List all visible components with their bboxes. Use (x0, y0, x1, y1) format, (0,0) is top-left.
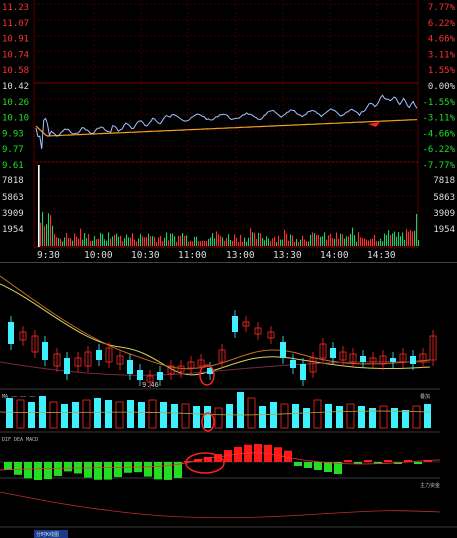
red-arrow-icon (368, 122, 380, 127)
price-label: 11.07 (2, 19, 29, 29)
percent-label: 7.77% (428, 3, 456, 13)
kline-chart[interactable]: 9.46 MA —— —— —— 叠加 DIF DEA MACD 主力资金 分时… (0, 262, 457, 538)
indicator-legend-2: DIF DEA MACD (2, 437, 38, 443)
bottom-tab[interactable] (34, 530, 68, 538)
percent-label: 6.22% (428, 19, 456, 29)
side-label-top: 叠加 (420, 393, 430, 400)
volume-label-right: 3909 (433, 209, 455, 219)
volume-label: 7818 (2, 176, 24, 186)
price-line (35, 94, 418, 149)
highlight-circle-indicator (201, 412, 215, 432)
time-axis: 9:30 10:00 10:30 11:00 13:00 13:30 14:00 14:30 (37, 250, 396, 261)
bottom-tab-label: 分时K线图 (36, 531, 59, 538)
time-label: 14:30 (367, 250, 396, 261)
time-label: 14:00 (320, 250, 349, 261)
highlight-circle-candle (199, 364, 215, 386)
main-fund-line (0, 491, 441, 519)
price-label: 9.77 (2, 145, 24, 155)
percent-label: 1.55% (428, 66, 456, 76)
indicator-1-line (0, 410, 431, 416)
percent-label: -3.11% (422, 114, 455, 124)
highlight-circle-macd (185, 452, 225, 474)
volume-label: 1954 (2, 225, 24, 235)
intraday-chart[interactable]: 11.23 11.07 10.91 10.74 10.58 10.42 10.26 10.10… (0, 0, 457, 262)
macd-dif-line (0, 452, 441, 471)
price-label: 10.91 (2, 35, 29, 45)
volume-axis-right: 7818 5863 3909 1954 (433, 176, 455, 235)
price-gridlines (34, 3, 418, 229)
volume-axis-left: 7818 5863 3909 1954 (2, 176, 24, 235)
candlesticks (8, 310, 437, 388)
volume-bars (38, 165, 420, 247)
average-price-line (35, 119, 418, 137)
min-price-label: 9.46 (142, 381, 159, 389)
percent-label: -4.66% (422, 129, 455, 139)
indicator-1-bars (6, 392, 431, 429)
price-label: 9.61 (2, 161, 24, 171)
time-label: 10:00 (84, 250, 113, 261)
volume-label-right: 5863 (433, 193, 455, 203)
percent-axis-right: 7.77% 6.22% 4.66% 3.11% 1.55% 0.00% -1.55% -3.1… (422, 3, 455, 171)
side-label-bottom: 主力资金 (420, 482, 440, 489)
volume-label: 3909 (2, 209, 24, 219)
price-label: 10.58 (2, 66, 29, 76)
price-label: 10.10 (2, 114, 29, 124)
percent-label: -6.22% (422, 145, 455, 155)
time-label: 9:30 (37, 250, 60, 261)
time-label: 13:00 (226, 250, 255, 261)
volume-label-right: 7818 (433, 176, 455, 186)
time-label: 13:30 (273, 250, 302, 261)
percent-label: 0.00% (428, 82, 456, 92)
percent-label: -1.55% (422, 98, 455, 108)
time-label: 11:00 (178, 250, 207, 261)
kline-chart-panel[interactable]: 9.46 MA —— —— —— 叠加 DIF DEA MACD 主力资金 分时… (0, 262, 457, 538)
price-label: 11.23 (2, 3, 29, 13)
time-gridlines (93, 0, 378, 247)
indicator-legend-1: MA —— —— —— (2, 394, 36, 400)
price-label: 10.42 (2, 82, 29, 92)
price-label: 10.74 (2, 50, 29, 60)
price-label: 9.93 (2, 129, 24, 139)
ma-line-3 (0, 361, 431, 376)
volume-label: 5863 (2, 193, 24, 203)
price-axis-left: 11.23 11.07 10.91 10.74 10.58 10.42 10.26 10.10… (2, 3, 29, 171)
price-label: 10.26 (2, 98, 29, 108)
percent-label: 4.66% (428, 35, 456, 45)
percent-label: 3.11% (428, 50, 456, 60)
time-label: 10:30 (131, 250, 160, 261)
volume-label-right: 1954 (433, 225, 455, 235)
percent-label: -7.77% (422, 161, 455, 171)
intraday-chart-panel[interactable]: 11.23 11.07 10.91 10.74 10.58 10.42 10.26 10.10… (0, 0, 457, 262)
